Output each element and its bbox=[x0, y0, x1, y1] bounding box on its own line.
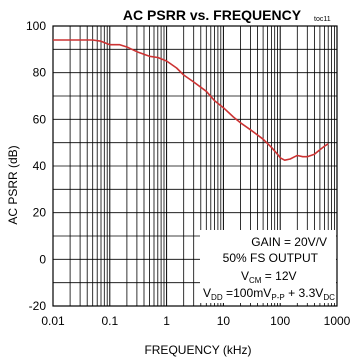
y-axis-label: AC PSRR (dB) bbox=[6, 145, 20, 224]
vcm-symbol: V bbox=[241, 269, 249, 283]
x-tick-label: 1 bbox=[163, 314, 170, 328]
y-tick-labels: -20 0 20 40 60 80 100 bbox=[26, 19, 46, 313]
vdd-amplitude: =100mV bbox=[223, 286, 272, 300]
vcm-subscript: CM bbox=[249, 276, 262, 285]
psrr-curve bbox=[53, 39, 329, 161]
chart-tag: toc11 bbox=[314, 16, 331, 23]
chart-title: AC PSRR vs. FREQUENCY bbox=[123, 7, 302, 23]
y-tick-label: -20 bbox=[29, 299, 47, 313]
annotation-gain: GAIN = 20V/V bbox=[251, 235, 327, 249]
y-tick-label: 60 bbox=[33, 112, 47, 126]
plot-border bbox=[52, 25, 338, 307]
annotation-output: 50% FS OUTPUT bbox=[223, 251, 319, 265]
x-axis-label: FREQUENCY (kHz) bbox=[144, 343, 251, 357]
annotation-vdd: VDD =100mVP-P + 3.3VDC bbox=[203, 286, 335, 302]
y-tick-label: 80 bbox=[33, 66, 47, 80]
vcm-value: = 12V bbox=[261, 269, 296, 283]
x-tick-labels: 0.01 0.1 1 10 100 1000 bbox=[41, 314, 350, 328]
y-tick-label: 0 bbox=[39, 252, 46, 266]
x-tick-label: 100 bbox=[270, 314, 290, 328]
x-tick-label: 1000 bbox=[324, 314, 351, 328]
annotation-vcm: VCM = 12V bbox=[241, 269, 297, 285]
vdd-pp-subscript: P-P bbox=[271, 293, 284, 302]
psrr-series bbox=[53, 39, 329, 161]
y-tick-label: 20 bbox=[33, 206, 47, 220]
x-tick-label: 0.01 bbox=[41, 314, 65, 328]
conditions-annotation: GAIN = 20V/V 50% FS OUTPUT VCM = 12V VDD… bbox=[200, 230, 336, 303]
x-tick-label: 10 bbox=[217, 314, 231, 328]
y-tick-label: 100 bbox=[26, 19, 46, 33]
vdd-symbol: V bbox=[203, 286, 211, 300]
x-tick-label: 0.1 bbox=[101, 314, 118, 328]
vdd-offset: + 3.3V bbox=[285, 286, 324, 300]
vdd-subscript: DD bbox=[211, 293, 223, 302]
plot-frame bbox=[52, 25, 338, 307]
y-tick-label: 40 bbox=[33, 159, 47, 173]
vdd-dc-subscript: DC bbox=[323, 293, 335, 302]
annotation-background bbox=[200, 230, 336, 303]
